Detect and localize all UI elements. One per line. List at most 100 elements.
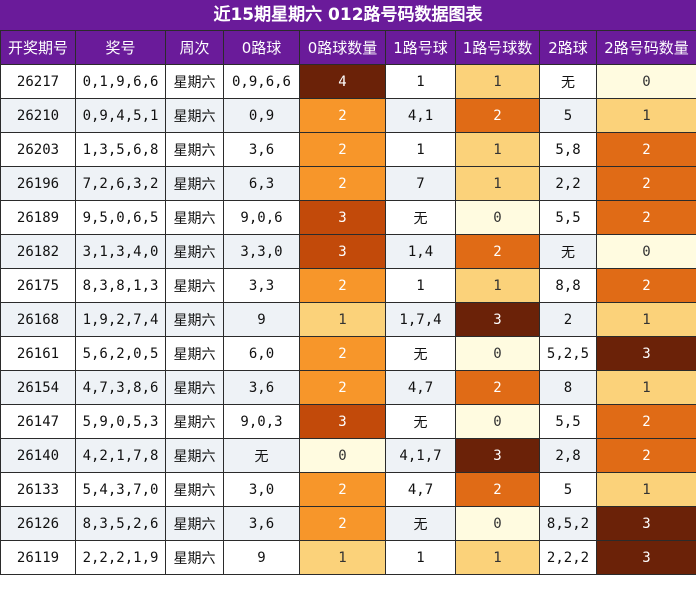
cell-route2-count: 1 [596, 472, 696, 507]
cell-issue: 26133 [0, 472, 76, 507]
cell-route2-balls: 8 [539, 370, 597, 405]
cell-issue: 26140 [0, 438, 76, 473]
cell-route0-count: 3 [299, 404, 386, 439]
cell-route0-balls: 0,9,6,6 [223, 64, 300, 99]
cell-route1-count: 1 [455, 64, 540, 99]
cell-route1-balls: 1 [385, 132, 456, 167]
cell-numbers: 0,9,4,5,1 [75, 98, 166, 133]
cell-issue: 26182 [0, 234, 76, 269]
cell-route1-balls: 4,1,7 [385, 438, 456, 473]
cell-route1-balls: 无 [385, 200, 456, 235]
cell-weekday: 星期六 [165, 98, 224, 133]
cell-weekday: 星期六 [165, 540, 224, 575]
cell-route0-balls: 3,0 [223, 472, 300, 507]
cell-route0-count: 4 [299, 64, 386, 99]
cell-route0-count: 3 [299, 234, 386, 269]
cell-route0-count: 2 [299, 166, 386, 201]
cell-route1-balls: 4,7 [385, 370, 456, 405]
cell-route1-count: 1 [455, 166, 540, 201]
table-body: 26217 0,1,9,6,6 星期六 0,9,6,6 4 1 1 无 0 26210 0,9,4,… [0, 64, 696, 575]
cell-route1-count: 0 [455, 506, 540, 541]
header-weekday: 周次 [165, 30, 224, 65]
table-row: 26154 4,7,3,8,6 星期六 3,6 2 4,7 2 8 1 [0, 370, 696, 405]
cell-route1-count: 2 [455, 472, 540, 507]
cell-route1-count: 0 [455, 404, 540, 439]
cell-route2-balls: 5,5 [539, 200, 597, 235]
cell-weekday: 星期六 [165, 302, 224, 337]
cell-route1-count: 2 [455, 98, 540, 133]
cell-weekday: 星期六 [165, 64, 224, 99]
cell-route2-balls: 5,5 [539, 404, 597, 439]
table-row: 26133 5,4,3,7,0 星期六 3,0 2 4,7 2 5 1 [0, 472, 696, 507]
cell-route0-count: 2 [299, 132, 386, 167]
cell-route2-balls: 5,8 [539, 132, 597, 167]
cell-route0-count: 0 [299, 438, 386, 473]
cell-route2-balls: 无 [539, 64, 597, 99]
cell-route1-balls: 4,7 [385, 472, 456, 507]
cell-numbers: 1,3,5,6,8 [75, 132, 166, 167]
cell-route1-count: 2 [455, 234, 540, 269]
table-row: 26217 0,1,9,6,6 星期六 0,9,6,6 4 1 1 无 0 [0, 64, 696, 99]
cell-numbers: 9,5,0,6,5 [75, 200, 166, 235]
cell-numbers: 8,3,5,2,6 [75, 506, 166, 541]
cell-route0-count: 2 [299, 336, 386, 371]
cell-route2-count: 3 [596, 540, 696, 575]
cell-route2-balls: 2,2 [539, 166, 597, 201]
table-row: 26119 2,2,2,1,9 星期六 9 1 1 1 2,2,2 3 [0, 540, 696, 575]
cell-weekday: 星期六 [165, 438, 224, 473]
table-row: 26140 4,2,1,7,8 星期六无 0 4,1,7 3 2,8 2 [0, 438, 696, 473]
table-row: 26168 1,9,2,7,4 星期六 9 1 1,7,4 3 2 1 [0, 302, 696, 337]
header-numbers: 奖号 [75, 30, 166, 65]
cell-issue: 26196 [0, 166, 76, 201]
table-row: 26182 3,1,3,4,0 星期六 3,3,0 3 1,4 2 无 0 [0, 234, 696, 269]
cell-route1-count: 3 [455, 438, 540, 473]
cell-route0-balls: 6,3 [223, 166, 300, 201]
table-row: 26147 5,9,0,5,3 星期六 9,0,3 3 无 0 5,5 2 [0, 404, 696, 439]
table-row: 26189 9,5,0,6,5 星期六 9,0,6 3 无 0 5,5 2 [0, 200, 696, 235]
cell-issue: 26189 [0, 200, 76, 235]
header-route1-count: 1路号球数 [455, 30, 540, 65]
table-row: 26161 5,6,2,0,5 星期六 6,0 2 无 0 5,2,5 3 [0, 336, 696, 371]
header-issue: 开奖期号 [0, 30, 76, 65]
cell-route0-balls: 3,6 [223, 506, 300, 541]
cell-numbers: 7,2,6,3,2 [75, 166, 166, 201]
header-route0-count: 0路球数量 [299, 30, 386, 65]
cell-numbers: 5,6,2,0,5 [75, 336, 166, 371]
cell-route1-count: 1 [455, 268, 540, 303]
cell-route0-balls: 9 [223, 540, 300, 575]
cell-weekday: 星期六 [165, 200, 224, 235]
cell-route2-count: 1 [596, 98, 696, 133]
cell-numbers: 8,3,8,1,3 [75, 268, 166, 303]
cell-route0-count: 2 [299, 472, 386, 507]
cell-numbers: 4,7,3,8,6 [75, 370, 166, 405]
cell-route2-count: 1 [596, 370, 696, 405]
cell-issue: 26168 [0, 302, 76, 337]
cell-route2-count: 3 [596, 336, 696, 371]
cell-route1-balls: 无 [385, 506, 456, 541]
cell-issue: 26217 [0, 64, 76, 99]
cell-weekday: 星期六 [165, 472, 224, 507]
cell-numbers: 1,9,2,7,4 [75, 302, 166, 337]
cell-route1-balls: 无 [385, 336, 456, 371]
cell-route1-balls: 1 [385, 64, 456, 99]
cell-numbers: 5,9,0,5,3 [75, 404, 166, 439]
cell-route2-count: 0 [596, 234, 696, 269]
cell-route0-count: 3 [299, 200, 386, 235]
cell-route0-balls: 3,3 [223, 268, 300, 303]
cell-issue: 26175 [0, 268, 76, 303]
table-row: 26210 0,9,4,5,1 星期六 0,9 2 4,1 2 5 1 [0, 98, 696, 133]
cell-route2-balls: 8,5,2 [539, 506, 597, 541]
header-route2-count: 2路号码数量 [596, 30, 696, 65]
cell-route0-count: 2 [299, 98, 386, 133]
cell-route1-count: 3 [455, 302, 540, 337]
cell-weekday: 星期六 [165, 268, 224, 303]
cell-route1-count: 0 [455, 336, 540, 371]
cell-route1-count: 0 [455, 200, 540, 235]
cell-route0-balls: 3,6 [223, 370, 300, 405]
cell-route1-count: 1 [455, 540, 540, 575]
header-route2-balls: 2路球 [539, 30, 597, 65]
cell-route1-count: 2 [455, 370, 540, 405]
cell-route1-balls: 1 [385, 268, 456, 303]
cell-route2-count: 2 [596, 166, 696, 201]
cell-route1-balls: 7 [385, 166, 456, 201]
